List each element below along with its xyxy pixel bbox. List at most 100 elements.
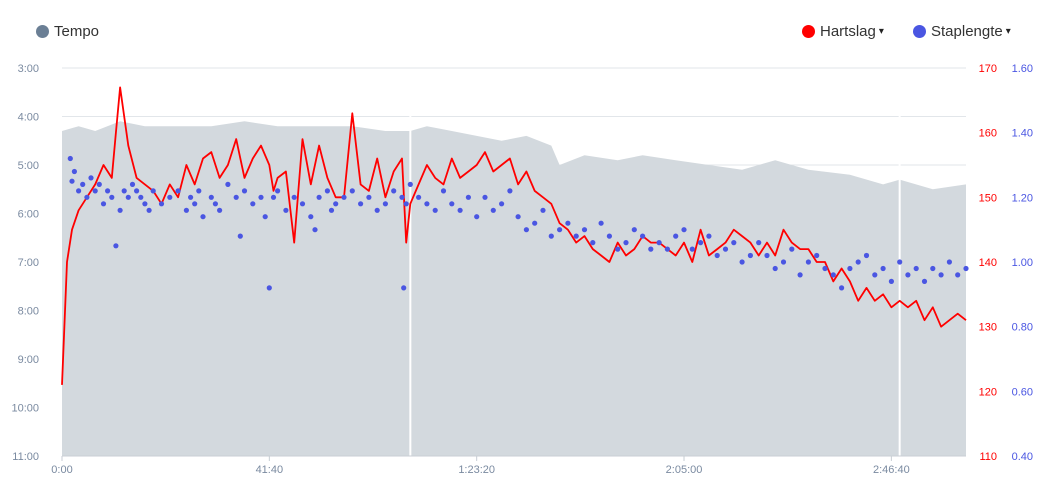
cadence-point (523, 227, 530, 233)
cadence-point (121, 188, 127, 194)
cadence-point (262, 214, 268, 220)
cadence-point (291, 194, 297, 200)
cadence-point (449, 201, 455, 207)
cadence-point (681, 227, 687, 233)
cadence-point (606, 233, 613, 239)
cadence-point (830, 272, 836, 278)
cadence-tick-label: 0.80 (1012, 322, 1033, 334)
cadence-point (84, 194, 90, 200)
cadence-point (747, 252, 754, 259)
legend-heart-rate[interactable]: Hartslag ▾ (802, 20, 884, 42)
cadence-point (92, 188, 98, 194)
cadence-point (192, 201, 198, 207)
cadence-point (270, 194, 277, 200)
cadence-point (482, 194, 488, 200)
x-tick-label: 0:00 (51, 464, 72, 476)
cadence-point (71, 168, 77, 175)
cadence-point (872, 272, 878, 278)
cadence-point (515, 214, 521, 220)
tempo-tick-label: 8:00 (18, 306, 39, 318)
cadence-point (258, 194, 264, 200)
cadence-point (237, 233, 243, 239)
cadence-point (308, 214, 314, 220)
cadence-point (772, 265, 778, 272)
heart-rate-line (61, 86, 967, 385)
cadence-point (142, 201, 148, 207)
cadence-point (581, 227, 588, 233)
cadence-point (673, 233, 679, 239)
tempo-tick-label: 9:00 (18, 354, 39, 366)
cadence-point (631, 227, 637, 233)
cadence-point (457, 207, 463, 213)
cadence-point (507, 188, 513, 194)
cadence-point (540, 207, 546, 213)
cadence-point (822, 265, 828, 272)
cadence-point (565, 220, 571, 226)
cadence-point (283, 207, 289, 213)
cadence-point (399, 194, 405, 200)
cadence-point (640, 233, 646, 239)
cadence-point (88, 175, 94, 181)
cadence-point (266, 285, 272, 291)
x-tick-label: 2:46:40 (873, 464, 910, 476)
cadence-point (150, 188, 156, 194)
cadence-point (930, 265, 936, 272)
heart-rate-tick-label: 140 (979, 257, 997, 269)
cadence-point (129, 181, 136, 187)
cadence-point (109, 194, 115, 200)
cadence-point (403, 201, 409, 207)
cadence-point (366, 194, 372, 200)
cadence-point (217, 207, 223, 213)
cadence-point (341, 194, 347, 200)
cadence-point (299, 201, 306, 207)
heart-rate-tick-label: 150 (979, 192, 997, 204)
cadence-point (880, 265, 886, 272)
cadence-point (212, 201, 218, 207)
cadence-point (440, 188, 447, 194)
tempo-tick-label: 7:00 (18, 257, 39, 269)
heart-rate-tick-label: 160 (979, 128, 997, 140)
heart-rate-line-layer (61, 86, 967, 385)
cadence-point (955, 272, 961, 278)
tempo-legend-label: Tempo (54, 22, 100, 40)
cadence-point (839, 285, 845, 291)
cadence-point (739, 259, 745, 265)
cadence-point (689, 246, 695, 252)
x-tick-label: 41:40 (256, 464, 284, 476)
cadence-point (324, 188, 330, 194)
heart-rate-tick-label: 110 (979, 451, 997, 463)
heart-rate-tick-label: 120 (979, 386, 997, 398)
cadence-point (312, 227, 318, 233)
cadence-point (648, 246, 654, 252)
heart-rate-tick-label: 130 (979, 322, 997, 334)
legend-cadence[interactable]: Staplengte ▾ (913, 20, 1011, 42)
cadence-legend-dot (913, 24, 926, 38)
cadence-point (225, 181, 231, 187)
heart-rate-tick-label: 170 (979, 63, 997, 75)
cadence-point (138, 194, 144, 200)
cadence-point (490, 207, 496, 213)
cadence-point (863, 252, 870, 259)
tempo-tick-label: 6:00 (18, 209, 39, 221)
cadence-point (897, 259, 903, 265)
cadence-point (80, 181, 86, 187)
cadence-point (175, 188, 181, 194)
cadence-point (805, 259, 812, 265)
cadence-point (200, 214, 206, 220)
heart-rate-legend-dot (802, 24, 815, 38)
cadence-point (855, 259, 861, 265)
cadence-point (731, 240, 737, 246)
heart-rate-legend-label: Hartslag (820, 22, 876, 40)
cadence-tick-label: 1.20 (1012, 192, 1033, 204)
cadence-point (756, 240, 762, 246)
legend-tempo[interactable]: Tempo (36, 20, 99, 42)
cadence-point (113, 243, 119, 249)
cadence-tick-label: 0.60 (1012, 386, 1033, 398)
cadence-point (158, 201, 165, 207)
cadence-point (407, 181, 413, 187)
cadence-point (465, 194, 471, 200)
cadence-point (780, 259, 787, 265)
cadence-point (921, 278, 928, 284)
chevron-down-icon[interactable]: ▾ (1005, 25, 1011, 37)
chevron-down-icon[interactable]: ▾ (878, 25, 884, 37)
